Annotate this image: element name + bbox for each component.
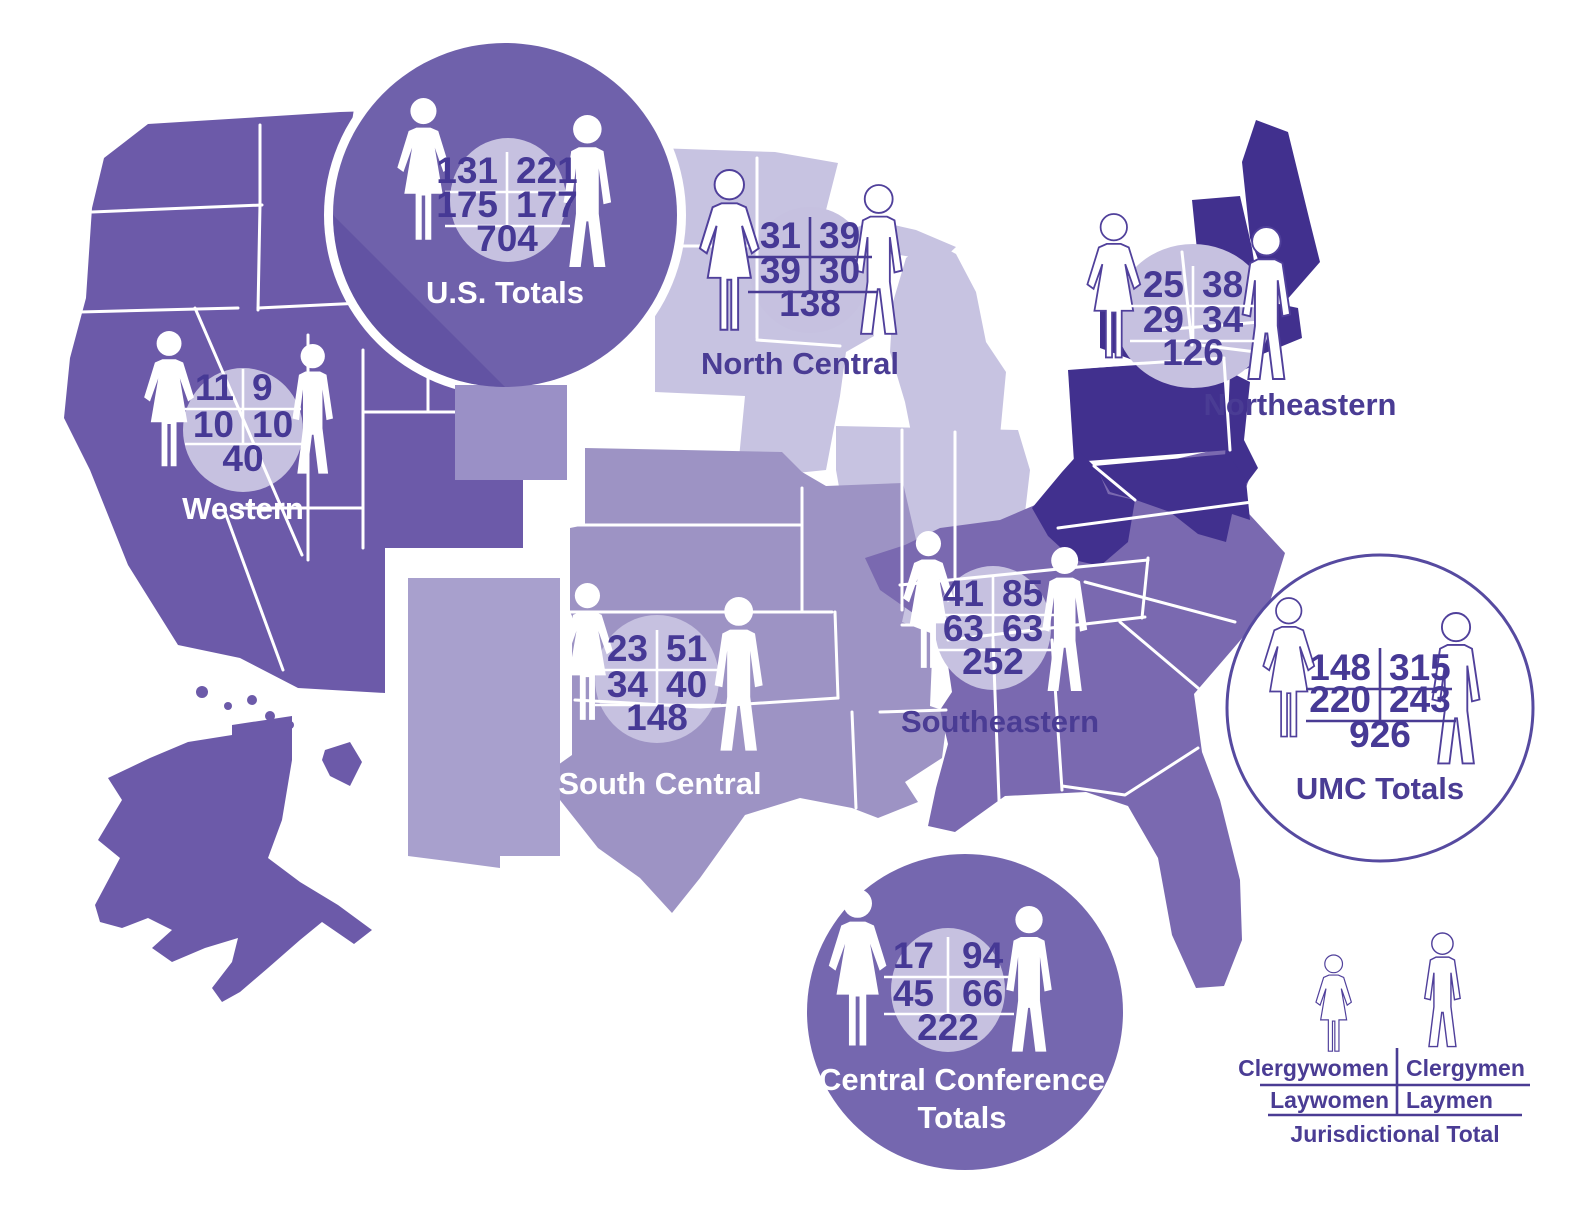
us-totals-column: [455, 385, 567, 480]
northeastern-clergywomen: 25: [1143, 264, 1184, 305]
us-totals-clergywomen: 131: [436, 150, 498, 191]
michigan-mitten-shape: [890, 240, 1006, 462]
us-totals-clergymen: 221: [516, 150, 578, 191]
umc-totals-clergywomen: 148: [1309, 647, 1371, 688]
south-central-label: South Central: [558, 766, 761, 801]
southeastern-clergymen: 85: [1002, 573, 1043, 614]
central-conference-clergywomen: 17: [893, 935, 934, 976]
legend-clergywomen-label: Clergywomen: [1238, 1055, 1389, 1081]
central-conference-label-line1: Central Conference: [819, 1062, 1105, 1097]
southeastern-clergywomen: 41: [943, 573, 984, 614]
west-virginia-shape: [1032, 452, 1135, 566]
central-conference-clergymen: 94: [962, 935, 1004, 976]
legend: Clergywomen Clergymen Laywomen Laymen Ju…: [1238, 1048, 1530, 1147]
us-totals-stats: 131 221 175 177 704 U.S. Totals: [426, 150, 584, 310]
south-central-total: 148: [626, 697, 688, 738]
map-jurisdiction-shapes: [64, 104, 1320, 1002]
central-conference-total: 222: [917, 1007, 979, 1048]
south-central-laywomen: 34: [607, 664, 649, 705]
south-central-laymen: 40: [666, 664, 707, 705]
north-central-total: 138: [779, 283, 841, 324]
north-central-laywomen: 39: [760, 250, 801, 291]
north-central-clergywomen: 31: [760, 215, 801, 256]
legend-laywomen-label: Laywomen: [1270, 1087, 1389, 1113]
southeastern-laywomen: 63: [943, 608, 984, 649]
umc-totals-laymen: 243: [1389, 679, 1451, 720]
central-conference-laywomen: 45: [893, 973, 934, 1014]
western-total: 40: [222, 438, 263, 479]
western-laywomen: 10: [193, 404, 234, 445]
umc-totals-total: 926: [1349, 714, 1411, 755]
northeastern-stats: 25 38 29 34 126 Northeastern: [1130, 264, 1396, 422]
us-totals-label: U.S. Totals: [426, 275, 584, 310]
umc-totals-stats: 148 315 220 243 926 UMC Totals: [1296, 647, 1464, 806]
maine-shape: [1242, 120, 1320, 302]
western-stats: 11 9 10 10 40 Western: [182, 367, 304, 526]
north-central-laymen: 30: [819, 250, 860, 291]
western-laymen: 10: [252, 404, 293, 445]
southeastern-label: Southeastern: [901, 704, 1099, 739]
northeastern-laymen: 34: [1202, 299, 1244, 340]
central-conference-stats: 17 94 45 66 222 Central Conference Total…: [819, 935, 1105, 1135]
western-clergywomen: 11: [195, 367, 234, 408]
north-central-stats: 31 39 39 30 138 North Central: [701, 215, 899, 381]
umc-totals-label: UMC Totals: [1296, 771, 1464, 806]
legend-laymen-label: Laymen: [1406, 1087, 1493, 1113]
legend-woman-icon: [1315, 954, 1352, 1052]
maryland-delaware-shape: [1094, 454, 1250, 542]
umc-totals-clergymen: 315: [1389, 647, 1451, 688]
northeastern-laywomen: 29: [1143, 299, 1184, 340]
alaska-shape: [95, 716, 372, 1002]
legend-jurisdictional-total-label: Jurisdictional Total: [1290, 1121, 1499, 1147]
north-central-label: North Central: [701, 346, 899, 381]
northeastern-label: Northeastern: [1204, 387, 1397, 422]
central-conference-label-line2: Totals: [918, 1100, 1007, 1135]
central-conference-laymen: 66: [962, 973, 1003, 1014]
southeastern-stats: 41 85 63 63 252 Southeastern: [901, 573, 1099, 739]
us-totals-laywomen: 175: [436, 184, 498, 225]
south-central-stats: 23 51 34 40 148 South Central: [558, 628, 761, 801]
southeastern-laymen: 63: [1002, 608, 1043, 649]
us-totals-total: 704: [476, 218, 538, 259]
western-label: Western: [182, 491, 304, 526]
umc-totals-laywomen: 220: [1309, 679, 1371, 720]
south-central-clergywomen: 23: [607, 628, 648, 669]
us-totals-circle-shade: [333, 215, 505, 387]
legend-clergymen-label: Clergymen: [1406, 1055, 1525, 1081]
north-central-clergymen: 39: [819, 215, 860, 256]
western-clergymen: 9: [252, 367, 273, 408]
legend-man-icon: [1423, 932, 1461, 1048]
northeastern-clergymen: 38: [1202, 264, 1243, 305]
south-central-clergymen: 51: [666, 628, 707, 669]
northeastern-total: 126: [1162, 332, 1224, 373]
new-mexico-shape: [408, 578, 560, 868]
hawaii-shape: [196, 686, 362, 786]
us-totals-laymen: 177: [516, 184, 578, 225]
southeastern-total: 252: [962, 641, 1024, 682]
